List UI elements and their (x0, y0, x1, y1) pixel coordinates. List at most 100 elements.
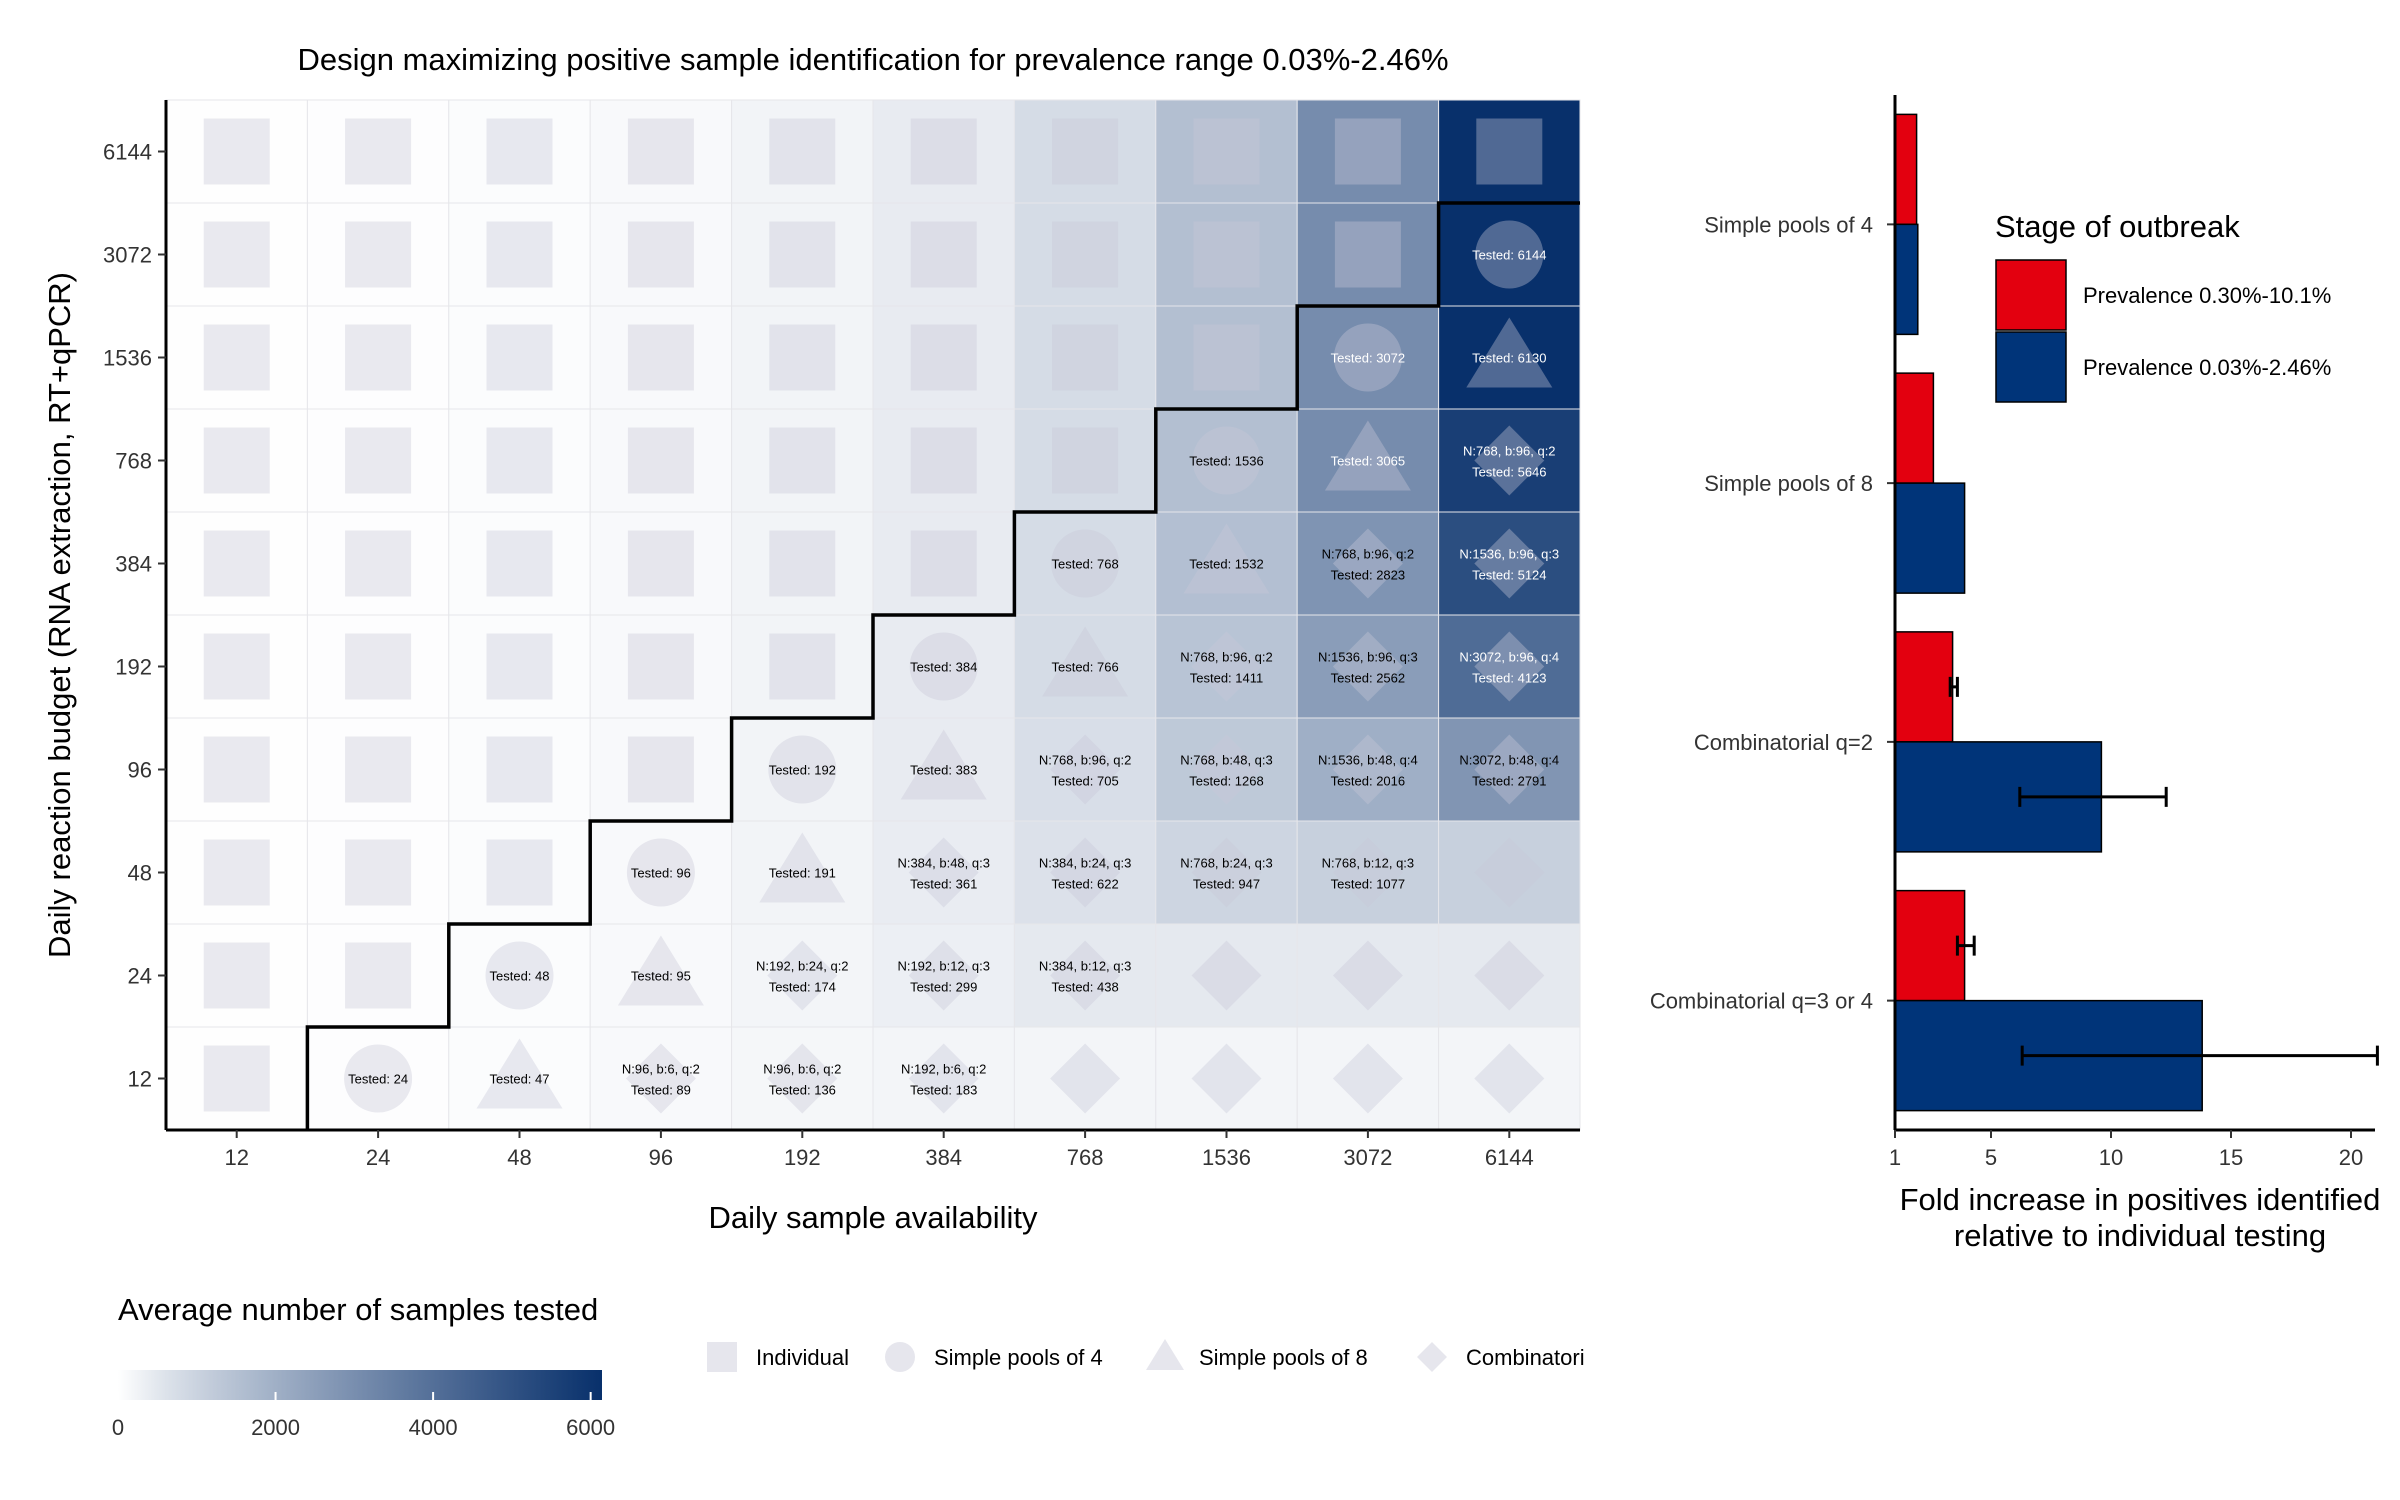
cell-label: Tested: 95 (631, 969, 691, 984)
heatmap-cell (589, 305, 733, 410)
colorbar-tick-label: 4000 (409, 1415, 458, 1440)
square-marker (1193, 221, 1260, 288)
bar-legend-swatch (1995, 259, 2067, 331)
heatmap-cell (1296, 305, 1440, 410)
square-marker (345, 839, 412, 906)
triangle-marker (1324, 420, 1411, 491)
cell-label-line: Tested: 24 (348, 1072, 408, 1087)
square-marker (910, 530, 977, 597)
heatmap-cell (448, 511, 591, 616)
diamond-marker (767, 1043, 838, 1114)
cell-label: N:768, b:48, q:3 Tested: 1268 (1180, 753, 1273, 789)
square-marker (1193, 324, 1260, 391)
circle-marker (768, 735, 837, 804)
cell-label-line: N:768, b:24, q:3 (1180, 856, 1273, 871)
triangle-marker (1466, 317, 1553, 388)
cell-label-line: Tested: 622 (1051, 877, 1118, 892)
square-marker (345, 324, 412, 391)
cell-label-line: Tested: 136 (769, 1083, 836, 1098)
cell-label: N:768, b:24, q:3 Tested: 947 (1180, 856, 1273, 892)
bar-legend-swatch (1995, 331, 2067, 403)
heatmap-cell (731, 820, 874, 925)
square-marker (486, 324, 553, 391)
color-legend-title: Average number of samples tested (118, 1292, 598, 1327)
triangle-legend-marker (1146, 1339, 1184, 1370)
heatmap-cell (448, 408, 591, 513)
cell-label: N:1536, b:96, q:3 Tested: 2562 (1318, 650, 1418, 686)
heatmap-cell (306, 305, 450, 410)
bar (1894, 113, 1918, 226)
diamond-marker (908, 1043, 979, 1114)
heatmap-cell (1155, 717, 1298, 822)
cell-label: N:1536, b:48, q:4 Tested: 2016 (1318, 753, 1418, 789)
diamond-marker (1191, 631, 1262, 702)
colorbar-tick-label: 2000 (251, 1415, 300, 1440)
square-marker (769, 530, 836, 597)
cell-label: N:768, b:96, q:2 Tested: 2823 (1322, 547, 1415, 583)
cell-label-line: Tested: 89 (631, 1083, 691, 1098)
circle-marker (1051, 529, 1120, 598)
diamond-marker (1050, 837, 1121, 908)
heatmap-cell (1438, 408, 1581, 513)
square-marker (203, 324, 270, 391)
cell-label-line: Tested: 5124 (1472, 568, 1546, 583)
cell-label: N:192, b:12, q:3 Tested: 299 (897, 959, 990, 995)
heatmap-cell (872, 614, 1015, 719)
heatmap-cell (872, 408, 1015, 513)
heatmap-cell (1296, 923, 1440, 1028)
diamond-marker (1474, 425, 1545, 496)
diamond-legend-marker (1417, 1342, 1447, 1372)
cell-label: Tested: 191 (769, 866, 836, 881)
diamond-marker (1474, 734, 1545, 805)
square-marker (627, 736, 694, 803)
cell-label-line: N:384, b:48, q:3 (897, 856, 990, 871)
square-marker (910, 324, 977, 391)
heatmap-cell (589, 408, 733, 513)
circle-legend-marker (885, 1342, 915, 1372)
cell-label: Tested: 384 (910, 660, 977, 675)
heatmap-cell (589, 202, 733, 307)
diamond-marker (767, 940, 838, 1011)
square-marker (486, 221, 553, 288)
cell-label-line: Tested: 192 (769, 763, 836, 778)
cell-label: Tested: 96 (631, 866, 691, 881)
heatmap-cell (1155, 408, 1298, 513)
heatmap-cell (731, 1026, 874, 1131)
bar-x-tick-label: 20 (2339, 1145, 2363, 1170)
cell-label: N:1536, b:96, q:3 Tested: 5124 (1459, 547, 1559, 583)
heatmap-cell (589, 99, 733, 204)
heatmap-cell (448, 923, 591, 1028)
square-marker (627, 221, 694, 288)
cell-label-line: Tested: 438 (1051, 980, 1118, 995)
diamond-marker (1332, 631, 1403, 702)
heatmap-cell (589, 511, 733, 616)
square-marker (1052, 324, 1119, 391)
cell-label-line: Tested: 6144 (1472, 248, 1546, 263)
x-tick-label: 1536 (1202, 1145, 1251, 1170)
heatmap-cell (306, 614, 450, 719)
cell-label-line: N:384, b:12, q:3 (1039, 959, 1132, 974)
category-label: Simple pools of 8 (1704, 471, 1873, 496)
heatmap-cell (1013, 305, 1157, 410)
y-tick-label: 384 (115, 552, 152, 577)
heatmap-cell (1155, 820, 1298, 925)
cell-label-line: Tested: 3072 (1331, 351, 1405, 366)
cell-label-line: Tested: 2823 (1331, 568, 1405, 583)
heatmap-cell (872, 202, 1015, 307)
cell-label: N:3072, b:48, q:4 Tested: 2791 (1459, 753, 1559, 789)
cell-label-line: Tested: 48 (490, 969, 550, 984)
heatmap-cell (872, 99, 1015, 204)
diamond-marker (1332, 1043, 1403, 1114)
cell-label: Tested: 3072 (1331, 351, 1405, 366)
cell-label-line: N:96, b:6, q:2 (622, 1062, 700, 1077)
triangle-marker (900, 729, 987, 800)
cell-label: Tested: 1532 (1189, 557, 1263, 572)
cell-label-line: Tested: 6130 (1472, 351, 1546, 366)
cell-label-line: N:768, b:12, q:3 (1322, 856, 1415, 871)
cell-label-line: Tested: 4123 (1472, 671, 1546, 686)
triangle-marker (1042, 626, 1129, 697)
square-marker (910, 427, 977, 494)
heatmap-cell (1438, 1026, 1581, 1131)
bar (1894, 631, 1954, 743)
square-marker (486, 118, 553, 185)
